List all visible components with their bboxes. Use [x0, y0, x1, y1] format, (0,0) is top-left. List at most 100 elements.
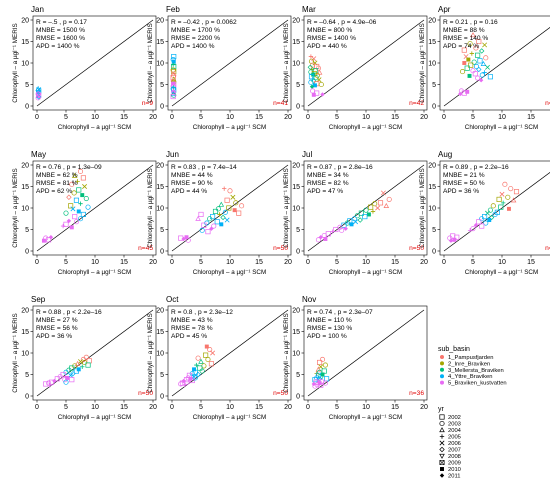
- data-point: [52, 378, 57, 384]
- data-point: [189, 377, 195, 384]
- stat-line: RMSE = 130 %: [307, 325, 352, 332]
- data-point: [210, 350, 216, 356]
- legend: sub_basin 1_Pampusfjarden2_Inre_Braviken3…: [438, 346, 507, 480]
- data-point: [195, 371, 201, 378]
- y-axis-label: Chlorophyll – a µgl⁻¹ MERIS: [283, 313, 290, 392]
- data-point: [68, 372, 74, 378]
- data-point: [73, 197, 79, 203]
- data-point: [322, 380, 328, 386]
- panel-title: Feb: [166, 5, 180, 14]
- stat-line: RMSE = 1400 %: [307, 35, 356, 42]
- data-point: [71, 190, 77, 196]
- data-point: [68, 203, 74, 209]
- data-point: [476, 38, 482, 45]
- data-point: [312, 83, 317, 88]
- stat-line: RMSE = 2200 %: [171, 35, 220, 42]
- legend-year-swatch: [440, 467, 444, 471]
- x-tick-label: 0: [170, 259, 174, 266]
- y-tick-label: 10: [21, 350, 29, 357]
- data-point: [311, 56, 317, 62]
- data-point: [204, 344, 209, 349]
- x-axis-label: Chlorophyll – a µgl⁻¹ SCM: [58, 414, 131, 421]
- stat-line: RMSE = 78 %: [171, 325, 213, 332]
- data-point: [460, 69, 466, 75]
- n-count-label: n=45: [545, 100, 550, 107]
- legend-year-label: 2009: [448, 461, 461, 467]
- data-point: [475, 75, 481, 81]
- data-point: [490, 203, 496, 209]
- data-point: [207, 347, 213, 353]
- data-point: [513, 189, 520, 195]
- plot-area: [439, 15, 550, 111]
- data-point: [203, 352, 209, 358]
- x-tick-label: 5: [199, 404, 203, 411]
- y-tick-label: 0: [160, 393, 164, 400]
- panel-title: Mar: [302, 5, 316, 14]
- data-point: [500, 200, 506, 206]
- data-point: [80, 193, 85, 198]
- stat-line: APD = 100 %: [307, 333, 347, 340]
- data-point: [54, 376, 60, 382]
- stat-line: R = 0.83 , p = 7.4e–14: [171, 164, 237, 171]
- data-point: [317, 359, 323, 366]
- x-tick-label: 15: [255, 404, 263, 411]
- legend-year-swatch: [439, 414, 445, 420]
- x-tick-label: 5: [471, 114, 475, 121]
- data-point: [473, 45, 479, 51]
- y-axis-label: Chlorophyll – a µgl⁻¹ MERIS: [147, 23, 154, 102]
- stat-line: R = 0.89 , p = 2.2e–16: [443, 164, 509, 171]
- panel-aug: Aug0510152005101520Chlorophyll – a µgl⁻¹…: [419, 150, 550, 276]
- one-to-one-line: [307, 19, 425, 107]
- x-tick-label: 0: [35, 114, 39, 121]
- data-point: [363, 207, 369, 213]
- x-tick-label: 20: [420, 404, 428, 411]
- data-point: [498, 204, 504, 210]
- data-point: [314, 371, 319, 376]
- data-point: [479, 48, 485, 54]
- stat-line: MNBE = 110 %: [307, 317, 352, 324]
- data-point: [386, 196, 392, 202]
- y-tick-label: 15: [292, 329, 300, 336]
- data-point: [192, 369, 198, 375]
- stat-line: APD = 44 %: [171, 188, 207, 195]
- y-tick-label: 15: [292, 184, 300, 191]
- y-tick-label: 20: [156, 162, 164, 169]
- data-point: [36, 87, 42, 93]
- x-tick-label: 10: [91, 259, 99, 266]
- data-point: [83, 195, 89, 202]
- data-point: [233, 200, 239, 206]
- data-point: [189, 371, 195, 377]
- data-point: [312, 383, 318, 389]
- data-point: [339, 227, 345, 233]
- data-point: [320, 92, 325, 97]
- legend-year-swatch: [439, 460, 445, 465]
- y-tick-label: 5: [25, 82, 29, 89]
- y-tick-label: 20: [21, 162, 29, 169]
- panel-title: Jun: [166, 150, 179, 159]
- legend-basin-label: 1_Pampusfjarden: [448, 355, 493, 361]
- data-point: [362, 214, 368, 220]
- data-point: [71, 172, 78, 178]
- x-axis-label: Chlorophyll – a µgl⁻¹ SCM: [329, 414, 402, 421]
- y-tick-label: 15: [428, 184, 436, 191]
- n-count-label: n=50: [273, 390, 288, 397]
- data-point: [78, 359, 83, 365]
- data-point: [218, 201, 225, 207]
- n-count-label: n=42: [409, 100, 424, 107]
- data-point: [349, 222, 354, 227]
- y-tick-label: 15: [428, 39, 436, 46]
- y-axis-label: Chlorophyll – a µgl⁻¹ MERIS: [419, 23, 426, 102]
- n-count-label: n=50: [545, 245, 550, 252]
- legend-year-swatch: [439, 473, 445, 478]
- data-point: [220, 214, 226, 221]
- x-tick-label: 10: [362, 404, 370, 411]
- legend-basin-swatch: [440, 374, 444, 379]
- data-point: [73, 219, 79, 225]
- data-point: [462, 61, 467, 65]
- data-point: [43, 381, 49, 387]
- y-tick-label: 5: [432, 227, 436, 234]
- x-axis-label: Chlorophyll – a µgl⁻¹ SCM: [329, 124, 402, 131]
- y-tick-label: 10: [156, 205, 164, 212]
